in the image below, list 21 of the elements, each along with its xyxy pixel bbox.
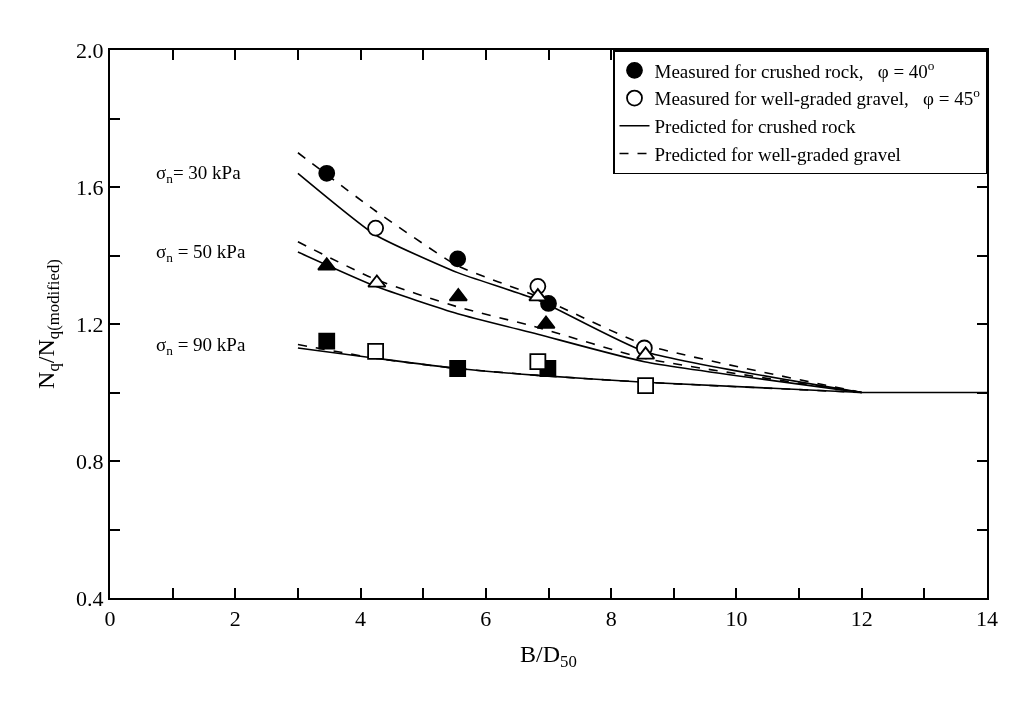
y-tick-label: 1.2 (76, 311, 104, 337)
x-tick-label: 12 (850, 606, 873, 632)
y-tick-label: 1.6 (76, 174, 104, 200)
legend-label: Measured for crushed rock, φ = 40$^{o}$ (654, 57, 935, 82)
x-tick-label: 2 (229, 606, 241, 632)
y-tick-label: 2.0 (76, 37, 104, 63)
annotation: σ$_{n}$ = 50 kPa (156, 241, 246, 265)
annotation: σ$_{n}$= 30 kPa (156, 162, 242, 186)
y-tick-label: 0.8 (76, 448, 104, 474)
x-axis-title: B/D$_{50}$ (520, 641, 577, 672)
legend-label: Measured for well-graded gravel, φ = 45$^{o}$ (654, 85, 981, 110)
x-tick-label: 4 (355, 606, 367, 632)
legend-label: Predicted for crushed rock (654, 116, 856, 138)
x-tick-label: 6 (480, 606, 492, 632)
legend-label: Predicted for well-graded gravel (654, 143, 901, 165)
annotation: σ$_{n}$ = 90 kPa (156, 334, 246, 358)
x-tick-label: 8 (605, 606, 617, 632)
y-tick-label: 0.4 (76, 585, 104, 611)
x-tick-label: 14 (976, 606, 998, 632)
x-tick-label: 10 (725, 606, 748, 632)
x-tick-label: 0 (104, 606, 116, 632)
